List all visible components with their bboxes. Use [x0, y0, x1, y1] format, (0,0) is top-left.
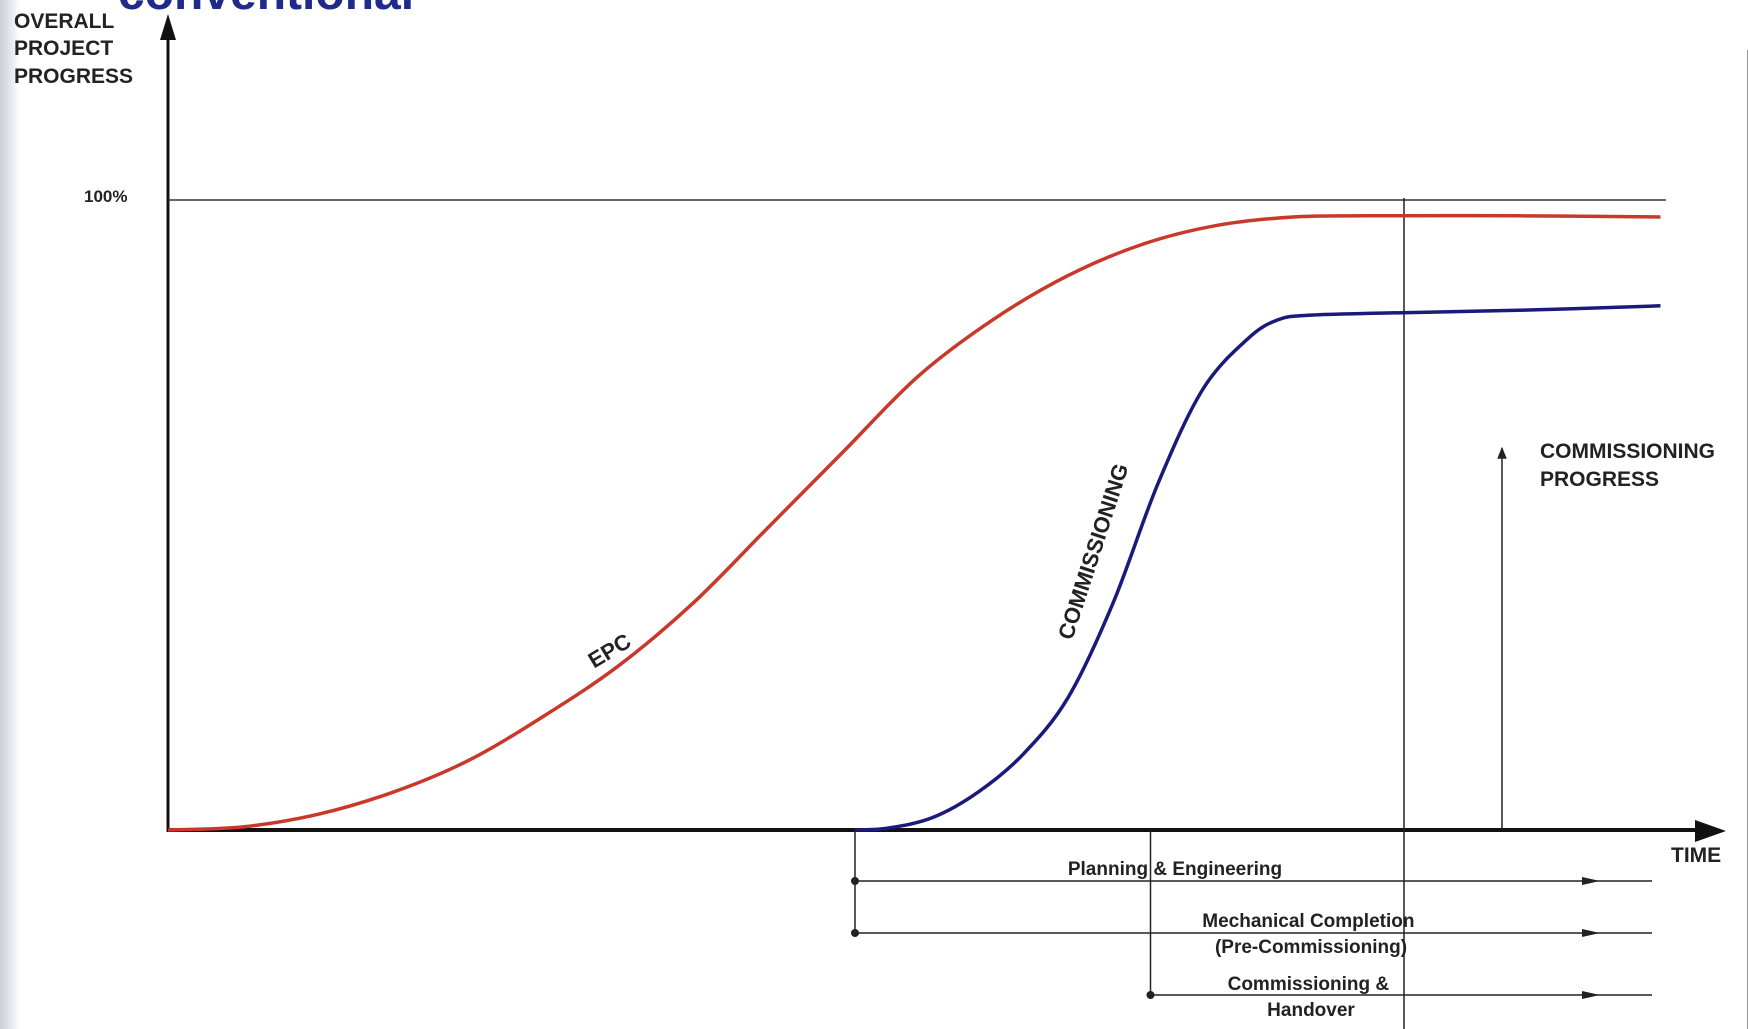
- phase-label-commissioning-handover: Commissioning & Handover: [1228, 974, 1395, 1021]
- series-label-commissioning: COMMISSIONING: [1053, 460, 1133, 642]
- commissioning-progress-label: COMMISSIONING PROGRESS: [1540, 440, 1721, 491]
- phase-start-dot-planning-engineering: [851, 877, 859, 885]
- phase-arrow-planning-engineering: [1582, 877, 1600, 885]
- x-axis-arrowhead: [1695, 820, 1726, 842]
- y-axis-label: OVERALL PROJECT PROGRESS: [14, 10, 133, 88]
- series-line-commissioning: [854, 304, 1661, 832]
- phase-label-commissioning-handover-line-1: Commissioning &: [1228, 974, 1390, 995]
- commissioning-progress-line-1: COMMISSIONING: [1540, 440, 1715, 463]
- phase-start-dot-mechanical-completion: [851, 929, 859, 937]
- y-axis-label-line-3: PROGRESS: [14, 65, 133, 88]
- series-label-epc: EPC: [584, 628, 636, 673]
- y-tick-label-100: 100%: [84, 187, 127, 206]
- phase-label-mechanical-completion: Mechanical Completion (Pre-Commissioning…: [1202, 911, 1419, 958]
- phase-label-mechanical-completion-line-2: (Pre-Commissioning): [1215, 937, 1407, 958]
- y-axis-label-line-1: OVERALL: [14, 10, 115, 33]
- y-axis-label-line-2: PROJECT: [14, 37, 113, 60]
- series-line-epc: [167, 213, 1661, 832]
- x-axis-label: TIME: [1671, 844, 1721, 867]
- commissioning-progress-line-2: PROGRESS: [1540, 468, 1659, 491]
- slide-heading: conventional: [118, 0, 414, 18]
- phase-label-planning-engineering-line-1: Planning & Engineering: [1068, 859, 1282, 880]
- phase-label-planning-engineering: Planning & Engineering: [1068, 859, 1282, 880]
- phase-start-dot-commissioning-handover: [1146, 991, 1155, 999]
- phase-label-mechanical-completion-line-1: Mechanical Completion: [1202, 911, 1414, 932]
- phase-arrow-mechanical-completion: [1582, 929, 1600, 937]
- phase-arrow-commissioning-handover: [1582, 991, 1600, 999]
- slide-left-edge: [0, 0, 20, 1029]
- phase-label-commissioning-handover-line-2: Handover: [1267, 1000, 1355, 1021]
- y-axis-arrowhead: [160, 14, 176, 40]
